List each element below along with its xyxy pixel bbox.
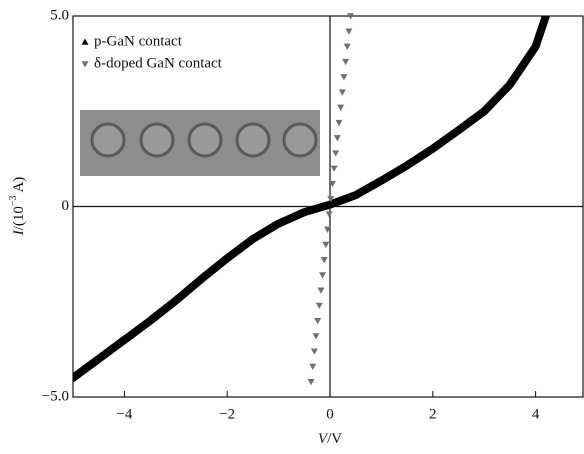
series-marker: [340, 74, 348, 81]
legend-label: δ-doped GaN contact: [94, 55, 223, 71]
series-marker: [309, 363, 317, 371]
series-marker: [342, 58, 350, 66]
x-tick-label: 2: [429, 406, 437, 422]
y-label-prefix: /(10: [11, 206, 27, 230]
series-marker: [324, 226, 332, 233]
y-label-main: I: [11, 229, 27, 236]
series-line: [73, 16, 550, 382]
inset-contact: [187, 122, 223, 158]
x-tick-label: 0: [326, 406, 334, 422]
series-marker: [335, 119, 343, 127]
series-marker: [317, 287, 325, 294]
series-marker: [332, 150, 340, 157]
series-marker: [343, 43, 351, 50]
x-tick-label: −2: [219, 406, 235, 422]
series-marker: [337, 104, 345, 111]
x-label-main: V: [318, 431, 329, 447]
inset-contact: [90, 122, 126, 158]
series-marker: [315, 302, 323, 310]
x-label-suffix: /V: [327, 431, 342, 447]
x-tick-label: 4: [532, 406, 540, 422]
y-axis-label: I/(10−3 A): [8, 177, 27, 237]
series-marker: [320, 257, 328, 264]
x-tick-label: −4: [116, 406, 132, 422]
series-marker: [319, 272, 327, 279]
y-tick-label: 5.0: [50, 7, 69, 23]
series-marker: [325, 211, 333, 218]
series-marker: [347, 13, 355, 20]
series-marker: [333, 135, 341, 142]
series-marker: [345, 28, 353, 35]
inset-contact: [235, 122, 271, 158]
series-marker: [328, 180, 336, 188]
series-marker: [327, 196, 335, 203]
series-marker: [314, 318, 322, 325]
inset-contact: [282, 122, 318, 158]
x-axis-label: V/V: [318, 431, 342, 447]
inset-contact: [139, 122, 175, 158]
series-marker: [322, 241, 330, 249]
y-tick-label: 0: [62, 198, 70, 214]
series-marker: [330, 165, 338, 172]
y-label-suffix: A): [11, 177, 27, 196]
inset-photo: [80, 110, 320, 176]
legend-marker: [81, 61, 89, 68]
series-marker: [310, 348, 318, 355]
legend-marker: [81, 38, 89, 45]
y-tick-label: −5.0: [42, 388, 69, 404]
series-marker: [338, 89, 346, 96]
legend-label: p-GaN contact: [94, 33, 183, 49]
y-label-exponent: −3: [8, 195, 19, 206]
series-marker: [312, 333, 320, 340]
series-marker: [307, 378, 315, 386]
